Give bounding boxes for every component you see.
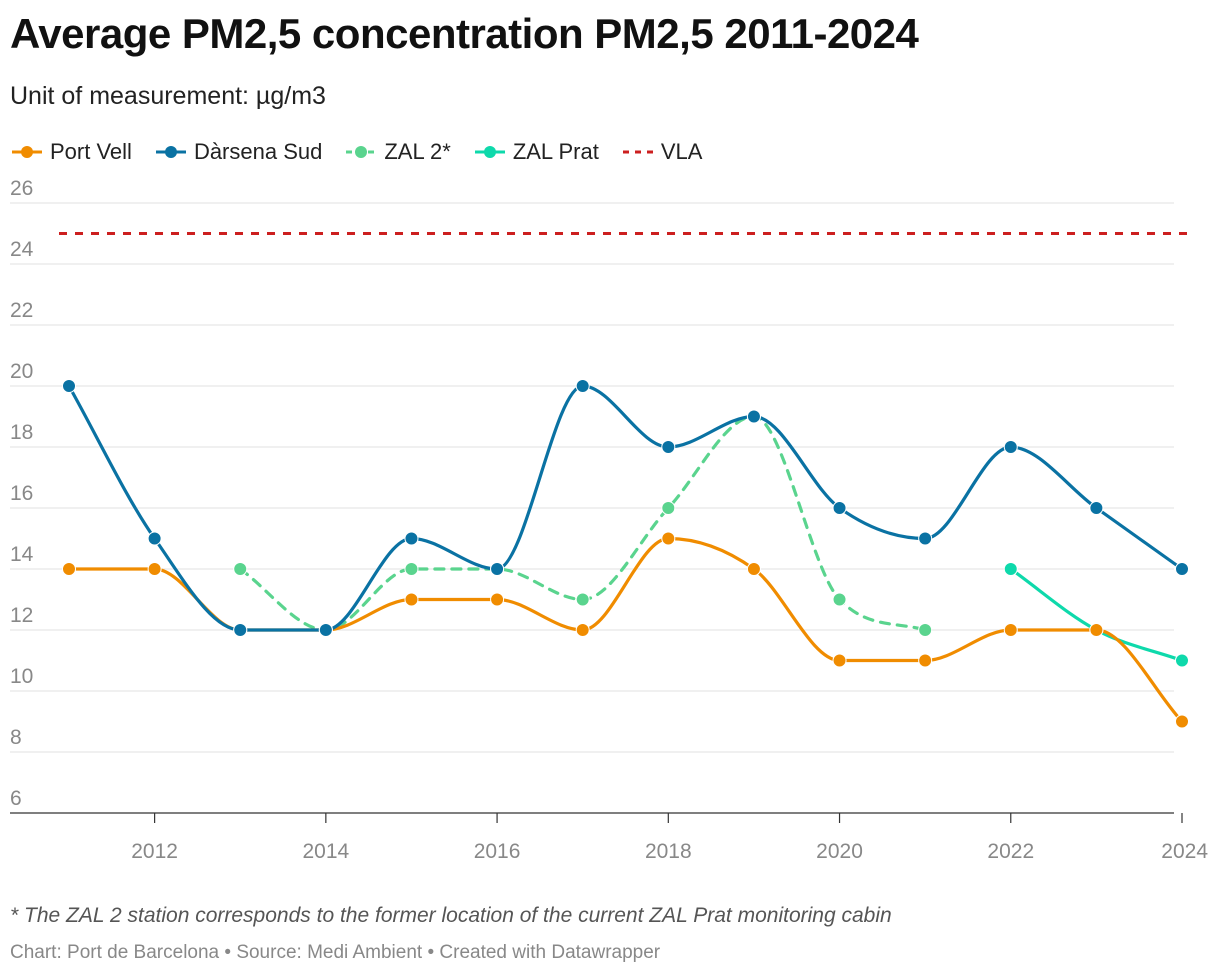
y-tick-label-14: 14 <box>10 543 34 566</box>
point-port-vell-2017 <box>575 623 590 637</box>
legend-swatch-zal-prat <box>474 146 505 158</box>
y-tick-label-24: 24 <box>10 238 34 261</box>
x-tick-label-2014: 2014 <box>302 840 349 863</box>
legend-swatch-zal-2 <box>346 146 377 158</box>
legend-label-port-vell: Port Vell <box>50 139 132 164</box>
legend-swatch-port-vell <box>12 146 42 158</box>
point-port-vell-2015 <box>404 592 419 607</box>
point-darsena-sud-2015 <box>404 531 419 546</box>
legend-item-zal-prat: ZAL Prat <box>473 139 599 165</box>
point-zal-2-2018 <box>661 501 676 515</box>
y-tick-label-6: 6 <box>10 787 22 810</box>
point-darsena-sud-2021 <box>918 531 933 546</box>
point-port-vell-2022 <box>1003 623 1018 637</box>
y-tick-label-22: 22 <box>10 299 33 322</box>
point-zal-2-2021 <box>918 623 933 637</box>
series-markers <box>62 379 1189 729</box>
point-darsena-sud-2017 <box>575 379 590 393</box>
point-darsena-sud-2019 <box>746 409 761 424</box>
y-tick-label-18: 18 <box>10 421 33 444</box>
point-port-vell-2024 <box>1175 714 1189 729</box>
y-tick-label-12: 12 <box>10 604 33 627</box>
point-darsena-sud-2022 <box>1003 440 1018 454</box>
series-line-zal-2 <box>238 414 927 632</box>
legend-label-darsena-sud: Dàrsena Sud <box>193 139 323 164</box>
point-darsena-sud-2018 <box>661 440 676 454</box>
point-port-vell-2021 <box>918 653 933 668</box>
legend-label-zal-2: ZAL 2* <box>384 139 451 164</box>
x-tick-label-2012: 2012 <box>131 840 178 863</box>
point-port-vell-2018 <box>661 531 676 546</box>
point-darsena-sud-2016 <box>490 562 505 576</box>
legend-item-darsena-sud: Dàrsena Sud <box>154 139 322 165</box>
y-tick-label-26: 26 <box>10 177 33 200</box>
point-zal-2-2017 <box>575 592 590 607</box>
point-darsena-sud-2011 <box>62 379 76 393</box>
point-darsena-sud-2014 <box>318 623 333 637</box>
point-port-vell-2019 <box>746 562 761 576</box>
legend-label-vla: VLA <box>660 139 703 164</box>
series-line-zal-prat <box>1009 567 1184 663</box>
y-tick-label-16: 16 <box>10 482 33 505</box>
point-port-vell-2023 <box>1089 623 1104 637</box>
point-zal-prat-2024 <box>1175 653 1189 668</box>
point-zal-2-2015 <box>404 562 419 576</box>
legend-item-port-vell: Port Vell <box>10 139 132 165</box>
legend-item-zal-2: ZAL 2* <box>344 139 451 165</box>
point-port-vell-2020 <box>832 653 847 668</box>
point-zal-2-2020 <box>832 592 847 607</box>
chart-footer: Chart: Port de Barcelona • Source: Medi … <box>10 942 661 963</box>
chart-title: Average PM2,5 concentration PM2,5 2011-2… <box>10 10 919 57</box>
legend-item-vla: VLA <box>621 139 703 165</box>
x-tick-label-2018: 2018 <box>645 840 692 863</box>
x-tick-label-2024: 2024 <box>1161 840 1208 863</box>
point-darsena-sud-2023 <box>1089 501 1104 515</box>
point-port-vell-2012 <box>147 562 162 576</box>
y-tick-label-20: 20 <box>10 360 33 383</box>
x-tick-label-2020: 2020 <box>816 840 863 863</box>
point-zal-2-2013 <box>233 562 248 576</box>
legend-swatch-vla <box>622 150 653 154</box>
legend-swatch-darsena-sud <box>155 146 186 158</box>
grid-lines <box>10 202 1174 814</box>
x-tick-label-2016: 2016 <box>474 840 521 863</box>
chart-subtitle: Unit of measurement: µg/m3 <box>10 82 326 110</box>
point-darsena-sud-2020 <box>832 501 847 515</box>
y-tick-label-8: 8 <box>10 726 22 749</box>
point-zal-prat-2022 <box>1003 562 1018 576</box>
point-darsena-sud-2013 <box>233 623 248 637</box>
series-lines <box>59 232 1192 724</box>
point-darsena-sud-2024 <box>1175 562 1189 576</box>
point-port-vell-2011 <box>62 562 76 576</box>
chart-note: * The ZAL 2 station corresponds to the f… <box>10 904 892 927</box>
legend-label-zal-prat: ZAL Prat <box>512 139 599 164</box>
legend: Port Vell Dàrsena Sud ZAL 2* ZAL Prat VLA <box>10 138 724 166</box>
x-tick-label-2022: 2022 <box>987 840 1034 863</box>
point-port-vell-2016 <box>490 592 505 607</box>
y-tick-label-10: 10 <box>10 665 33 688</box>
point-darsena-sud-2012 <box>147 531 162 546</box>
